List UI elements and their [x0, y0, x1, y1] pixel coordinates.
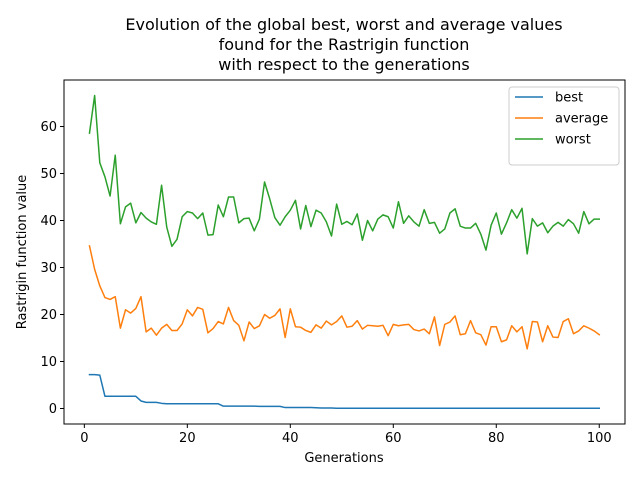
- y-axis-label: Rastrigin function value: [15, 175, 30, 330]
- series-line-worst: [88, 94, 600, 255]
- y-tick-label: 50: [40, 167, 57, 182]
- x-tick-label: 40: [282, 431, 299, 446]
- x-axis-label: Generations: [304, 451, 384, 466]
- legend-label-best: best: [555, 91, 583, 106]
- series-line-best: [88, 373, 600, 410]
- series-line-average: [88, 244, 601, 350]
- chart-title-line-2: found for the Rastrigin function: [219, 35, 470, 54]
- y-tick-label: 60: [40, 120, 57, 135]
- y-axis-ticks: 0 10 20 30 40 50 60: [40, 120, 64, 417]
- legend-label-worst: worst: [555, 133, 591, 148]
- y-tick-label: 20: [40, 308, 57, 323]
- chart-title: Evolution of the global best, worst and …: [125, 15, 562, 74]
- x-tick-label: 0: [80, 431, 88, 446]
- y-tick-label: 40: [40, 214, 57, 229]
- legend-entries: best average worst: [515, 91, 608, 148]
- y-tick-label: 30: [40, 261, 57, 276]
- legend-box: [508, 86, 620, 166]
- y-tick-label: 0: [49, 402, 57, 417]
- series-layer: [88, 94, 601, 410]
- chart-title-line-3: with respect to the generations: [218, 55, 469, 74]
- x-tick-label: 20: [179, 431, 196, 446]
- legend: best average worst: [508, 86, 620, 166]
- x-tick-label: 80: [488, 431, 505, 446]
- x-tick-label: 100: [587, 431, 612, 446]
- y-tick-label: 10: [40, 355, 57, 370]
- x-tick-label: 60: [385, 431, 402, 446]
- legend-label-average: average: [555, 112, 608, 127]
- chart-title-line-1: Evolution of the global best, worst and …: [125, 15, 562, 34]
- plot-area-frame: [63, 79, 626, 425]
- x-axis-ticks: 0 20 40 60 80 100: [80, 424, 612, 446]
